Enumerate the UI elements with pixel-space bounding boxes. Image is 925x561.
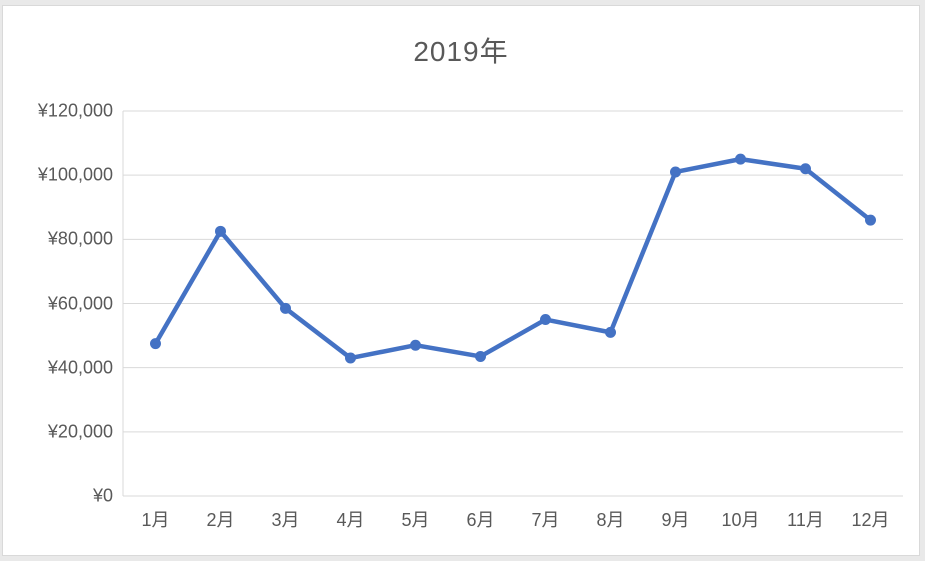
line-chart-plot <box>3 6 921 557</box>
data-point <box>801 164 811 174</box>
data-point <box>671 167 681 177</box>
data-point <box>476 351 486 361</box>
data-point <box>281 303 291 313</box>
data-point <box>411 340 421 350</box>
data-point <box>151 339 161 349</box>
data-point <box>216 226 226 236</box>
data-point <box>606 327 616 337</box>
data-point <box>866 215 876 225</box>
data-point <box>346 353 356 363</box>
data-line <box>156 159 871 358</box>
data-point <box>736 154 746 164</box>
chart-container: 2019年 ¥0¥20,000¥40,000¥60,000¥80,000¥100… <box>2 5 920 556</box>
data-point <box>541 315 551 325</box>
